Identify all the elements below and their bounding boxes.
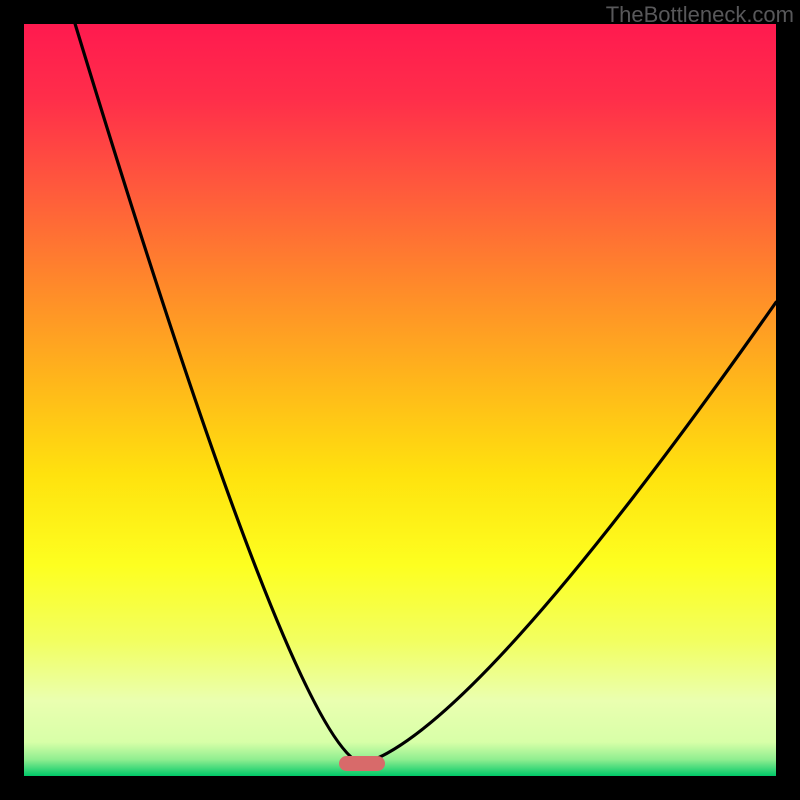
watermark-text: TheBottleneck.com [606, 2, 794, 28]
border-left [0, 0, 24, 800]
border-right [776, 0, 800, 800]
optimum-marker [339, 756, 385, 771]
border-bottom [0, 776, 800, 800]
plot-area [24, 24, 776, 776]
chart-canvas: TheBottleneck.com [0, 0, 800, 800]
bottleneck-curve [24, 24, 776, 776]
